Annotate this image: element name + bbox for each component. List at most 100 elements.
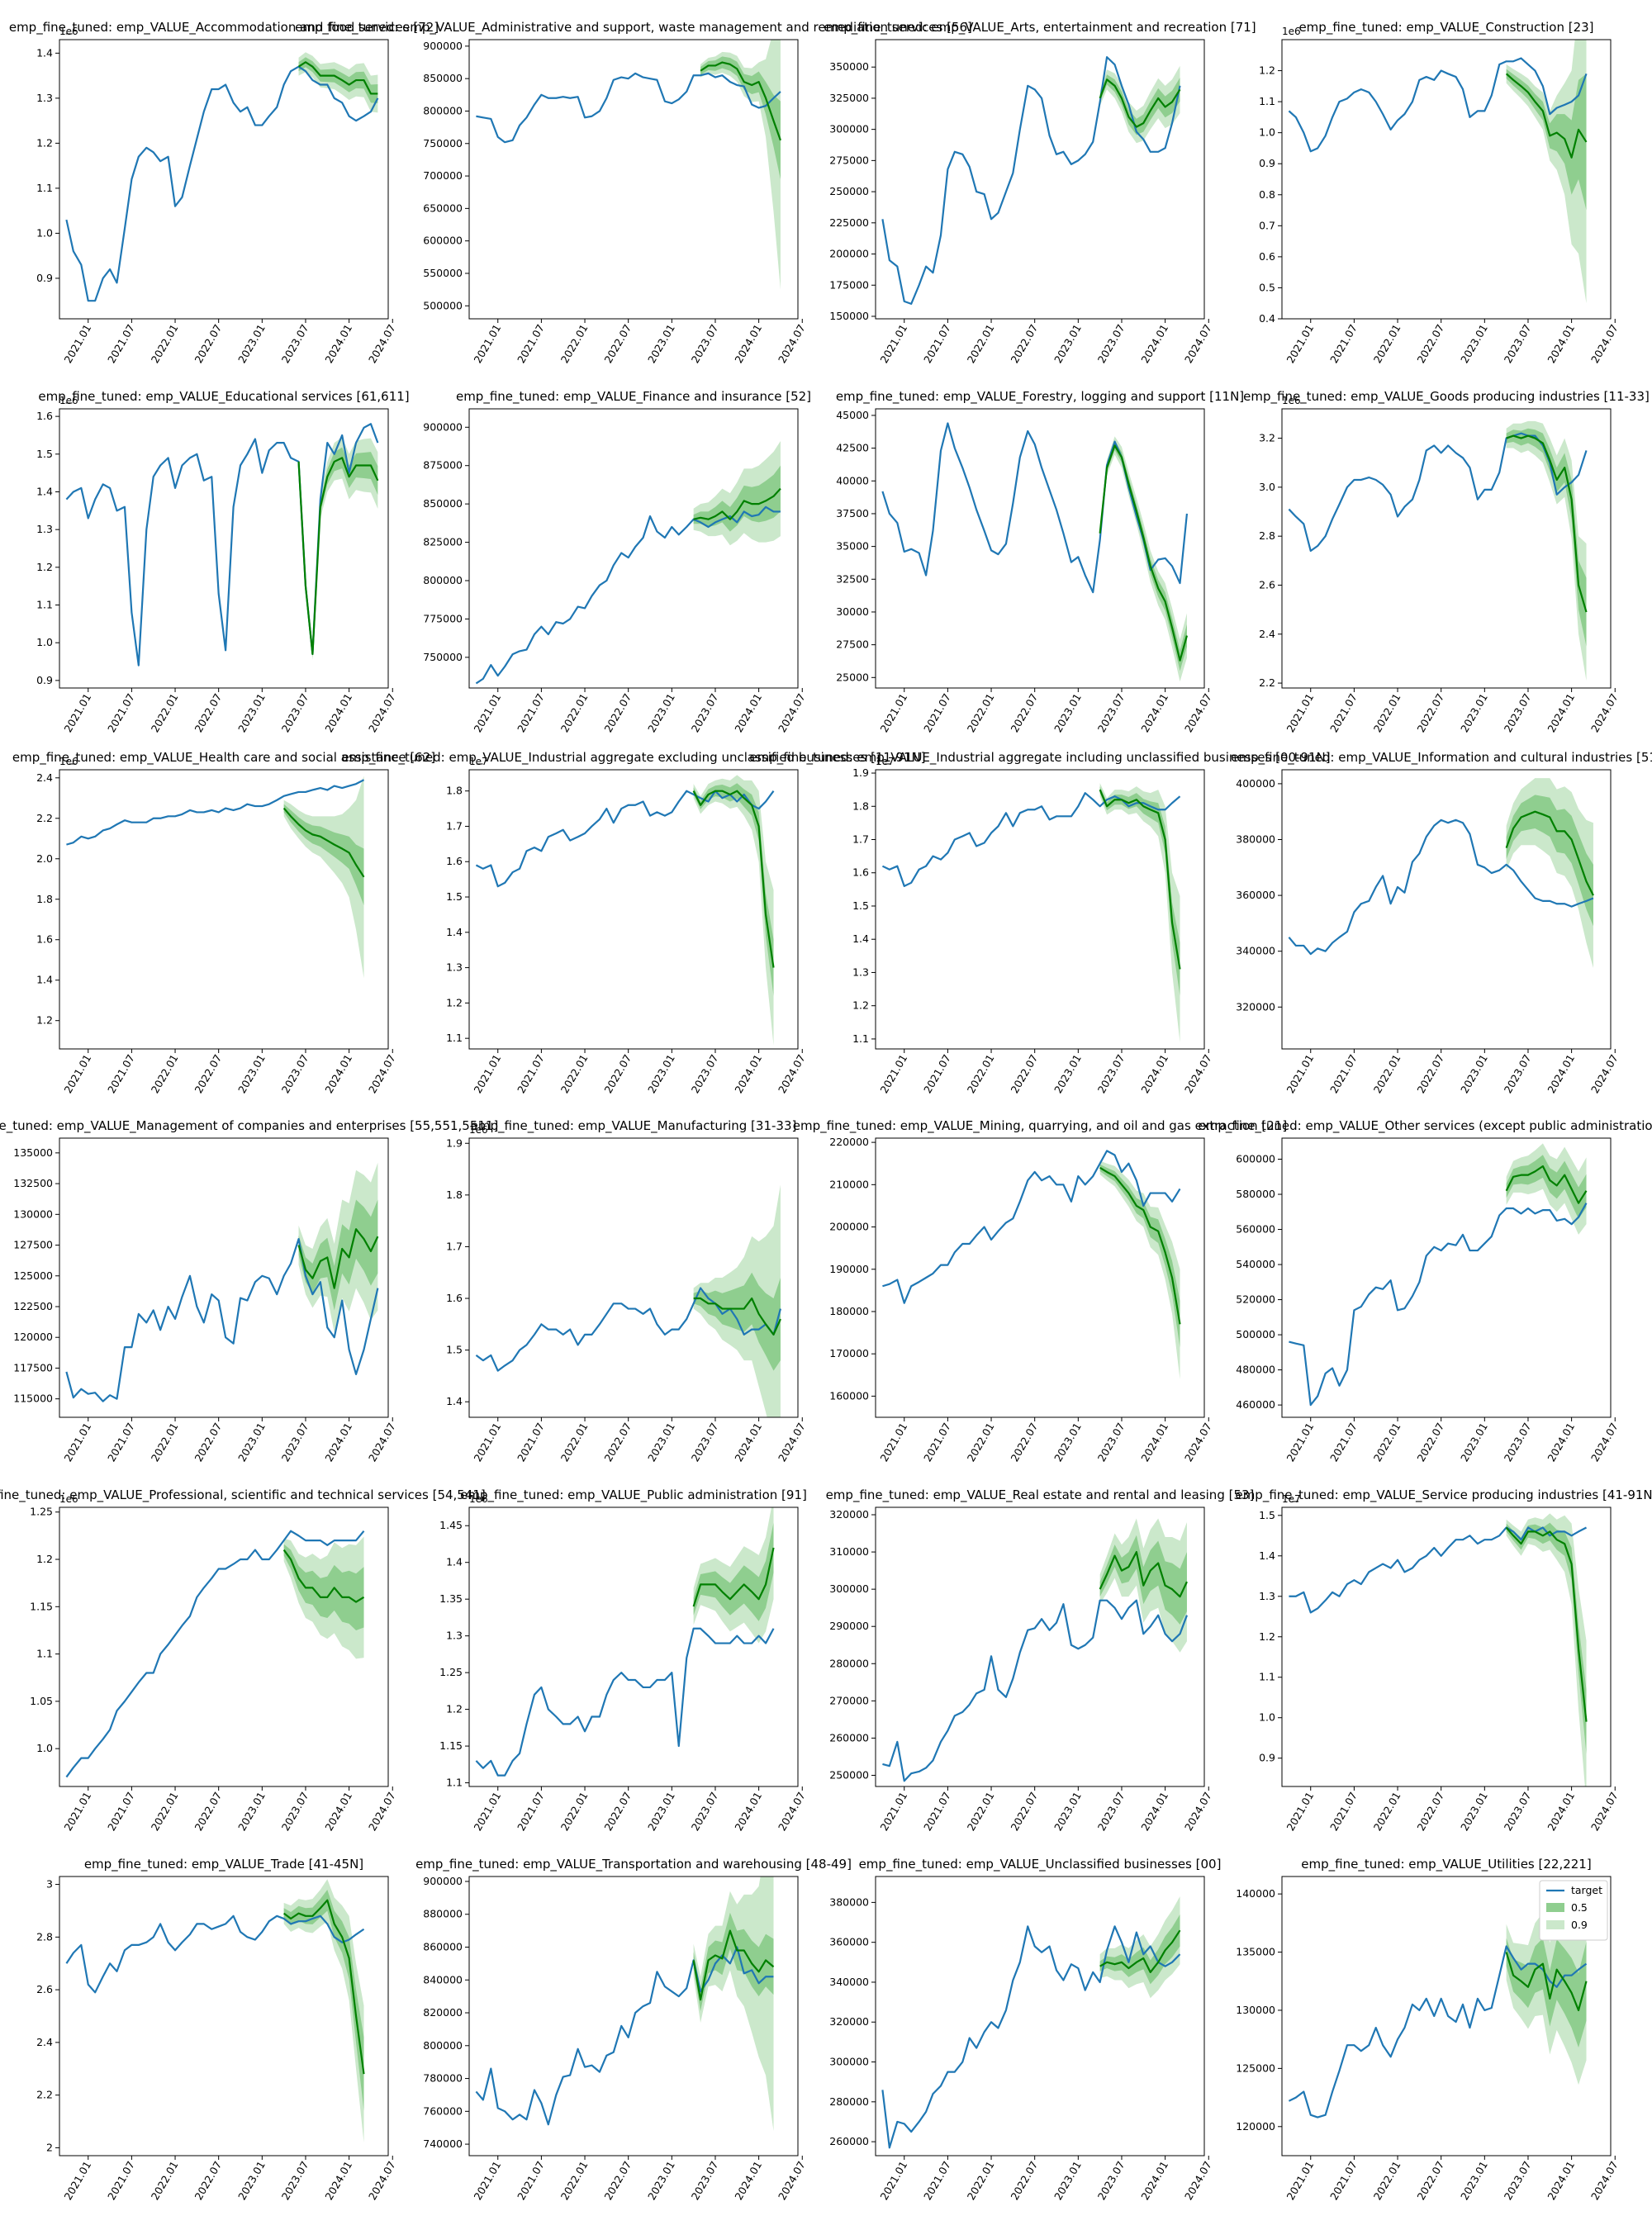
y-tick-label: 0.7 — [1259, 219, 1275, 231]
target-line — [475, 505, 781, 685]
x-tick-label: 2024.07 — [1182, 1790, 1214, 1833]
axes-frame — [1281, 408, 1612, 689]
y-tick-label: 30000 — [836, 605, 869, 618]
x-tick-label: 2021.01 — [472, 1790, 504, 1833]
subplot-title: emp_fine_tuned: emp_VALUE_Professional, … — [0, 1487, 486, 1503]
axes-frame — [468, 769, 799, 1050]
y-tick-label: 1.6 — [36, 410, 53, 422]
x-tick-label: 2021.07 — [1327, 2159, 1360, 2202]
x-tick-label: 2021.07 — [921, 2159, 953, 2202]
y-tick-label: 740000 — [423, 2137, 463, 2150]
x-tick-label: 2023.01 — [235, 1421, 268, 1464]
target-line — [65, 65, 379, 302]
y-tick-label: 1.5 — [36, 448, 53, 460]
x-tick-label: 2021.01 — [1284, 1052, 1317, 1095]
median-forecast-line — [282, 1899, 365, 2075]
y-tick-label: 2.4 — [36, 771, 53, 784]
y-tick-label: 650000 — [423, 202, 463, 214]
x-tick-label: 2021.07 — [105, 1790, 137, 1833]
median-forecast-line — [1505, 810, 1594, 896]
x-tick-label: 2024.07 — [776, 1421, 808, 1464]
x-tick-label: 2022.01 — [1371, 1052, 1403, 1095]
y-tick-label: 1.2 — [36, 1553, 53, 1565]
y-tick-label: 320000 — [829, 1508, 869, 1521]
median-forecast-line — [1099, 1929, 1181, 1973]
y-tick-label: 1.5 — [852, 899, 869, 912]
x-tick-label: 2023.07 — [279, 691, 311, 734]
x-tick-label: 2023.01 — [1458, 1790, 1490, 1833]
x-tick-label: 2021.01 — [472, 2159, 504, 2202]
y-tick-label: 1.45 — [439, 1519, 463, 1531]
subplot: emp_fine_tuned: emp_VALUE_Manufacturing … — [446, 1118, 808, 1464]
target-line — [65, 1237, 379, 1402]
axes-frame — [468, 39, 799, 320]
target-line — [66, 779, 365, 846]
y-tick-label: 2.4 — [36, 2036, 53, 2048]
y-tick-label: 340000 — [829, 1976, 869, 1988]
x-tick-label: 2021.01 — [878, 322, 910, 365]
band-50 — [1099, 1914, 1180, 1985]
x-tick-label: 2021.07 — [105, 1052, 137, 1095]
plot-area — [1288, 420, 1588, 681]
y-tick-label: 400000 — [1236, 777, 1275, 790]
x-tick-label: 2022.07 — [601, 2159, 634, 2202]
x-tick-label: 2024.07 — [1182, 322, 1214, 365]
y-tick-label: 220000 — [829, 1136, 869, 1148]
y-tick-label: 170000 — [829, 1347, 869, 1359]
target-line — [1288, 432, 1588, 553]
y-tick-label: 2.2 — [36, 812, 53, 824]
plot-area — [882, 1150, 1181, 1379]
median-forecast-line — [1099, 78, 1181, 128]
y-tick-label: 340000 — [1236, 945, 1275, 957]
x-tick-label: 2023.07 — [1502, 2159, 1534, 2202]
axes-frame — [1281, 1876, 1612, 2156]
x-tick-label: 2023.07 — [1502, 1790, 1534, 1833]
subplot: emp_fine_tuned: emp_VALUE_Educational se… — [36, 389, 410, 734]
x-tick-label: 2022.01 — [149, 1790, 181, 1833]
band-50 — [1506, 1155, 1587, 1219]
subplot: emp_fine_tuned: emp_VALUE_Construction [… — [1259, 20, 1621, 365]
y-tick-label: 130000 — [1236, 2004, 1275, 2016]
y-tick-label: 875000 — [423, 459, 463, 472]
y-tick-label: 270000 — [829, 1694, 869, 1706]
x-tick-label: 2022.07 — [1414, 322, 1446, 365]
x-tick-label: 2021.01 — [878, 691, 910, 734]
y-tick-label: 600000 — [423, 235, 463, 247]
y-tick-label: 1.5 — [446, 1344, 463, 1356]
x-tick-label: 2023.01 — [645, 2159, 677, 2202]
target-line — [476, 72, 781, 144]
y-tick-label: 2.0 — [36, 852, 53, 865]
y-tick-label: 325000 — [829, 92, 869, 104]
y-tick-label: 880000 — [423, 1908, 463, 1920]
x-tick-label: 2023.07 — [279, 1421, 311, 1464]
y-tick-label: 1.0 — [1259, 1711, 1275, 1724]
x-tick-label: 2021.01 — [472, 322, 504, 365]
x-tick-label: 2021.07 — [921, 322, 953, 365]
y-tick-label: 132500 — [13, 1177, 53, 1189]
target-line — [65, 1914, 365, 1994]
subplot-title: emp_fine_tuned: emp_VALUE_Accommodation … — [9, 20, 439, 36]
y-tick-label: 1.9 — [852, 766, 869, 779]
axis-multiplier: 1e6 — [59, 1493, 78, 1505]
x-tick-label: 2023.07 — [689, 1790, 721, 1833]
plot-area — [65, 1162, 379, 1402]
x-tick-label: 2022.07 — [1414, 1790, 1446, 1833]
band-50 — [1099, 74, 1180, 135]
y-tick-label: 460000 — [1236, 1398, 1275, 1411]
legend-swatch-band — [1546, 1903, 1564, 1912]
x-tick-label: 2024.01 — [732, 1052, 764, 1095]
x-tick-label: 2024.07 — [776, 1052, 808, 1095]
band-90 — [693, 1507, 774, 1644]
y-tick-label: 1.2 — [1259, 1630, 1275, 1643]
x-tick-label: 2024.01 — [1138, 1790, 1170, 1833]
y-tick-label: 2.2 — [36, 2089, 53, 2101]
x-tick-label: 2023.07 — [279, 1052, 311, 1095]
y-tick-label: 550000 — [423, 267, 463, 279]
y-tick-label: 1.7 — [446, 819, 463, 832]
y-tick-label: 2.4 — [1259, 628, 1275, 640]
x-tick-label: 2024.07 — [366, 1421, 398, 1464]
subplot: emp_fine_tuned: emp_VALUE_Finance and in… — [423, 389, 811, 734]
y-tick-label: 2.8 — [1259, 529, 1275, 542]
y-tick-label: 117500 — [13, 1361, 53, 1374]
y-tick-label: 1.4 — [36, 485, 53, 497]
